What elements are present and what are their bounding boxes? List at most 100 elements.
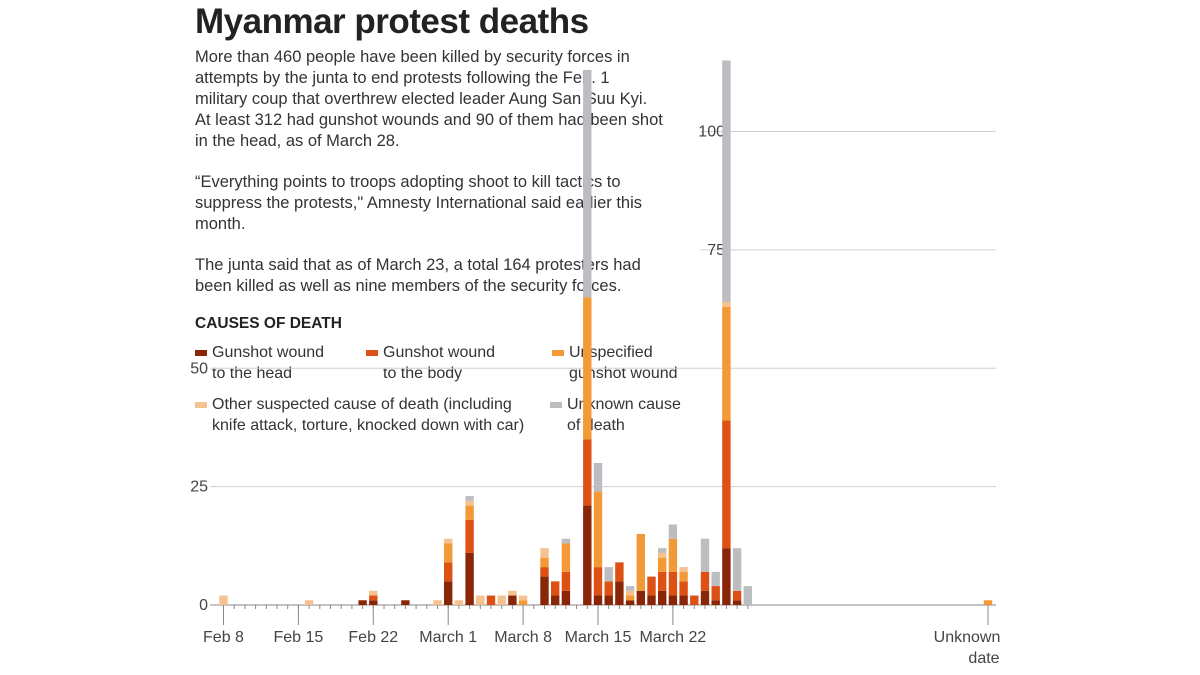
legend-label-line2: to the head — [212, 365, 293, 382]
legend-label-line1: Other suspected cause of death (includin… — [212, 396, 512, 413]
bar-segment — [444, 543, 453, 563]
bar-segment — [465, 505, 474, 520]
bar-segment — [658, 548, 667, 553]
bar-segment — [593, 595, 603, 605]
x-tick-label: March 15 — [565, 629, 632, 646]
bar-segment — [711, 586, 720, 601]
bar-segment — [636, 590, 645, 605]
x-tick-label: Feb 22 — [348, 629, 398, 646]
y-tick-label: 25 — [190, 479, 208, 496]
legend-label-line1: Gunshot wound — [383, 344, 496, 361]
x-tick-label: March 8 — [494, 629, 552, 646]
bar-segment — [401, 600, 410, 605]
bar-segment — [561, 571, 571, 591]
bar-segment — [508, 590, 517, 596]
legend-title: CAUSES OF DEATH — [195, 315, 342, 332]
legend-item-body-wound: Gunshot wound to the body — [366, 342, 536, 386]
bar-segment — [369, 595, 378, 601]
bar-segment — [583, 69, 592, 298]
bar-segment — [732, 600, 742, 605]
bar-segment — [583, 439, 592, 506]
bar-segment — [668, 524, 678, 539]
legend-item-other-cause: Other suspected cause of death (includin… — [195, 394, 545, 438]
bar-segment — [668, 538, 678, 572]
bar-segment — [679, 581, 688, 596]
bar-segment — [518, 600, 528, 605]
bar-segment — [486, 595, 496, 605]
x-tick-label: March 22 — [640, 629, 707, 646]
bar-segment — [679, 571, 688, 582]
bar-segment — [722, 420, 731, 549]
bar-segment — [508, 595, 517, 605]
legend-swatch — [195, 350, 207, 356]
legend-label-line1: Gunshot wound — [212, 344, 325, 361]
bar-segment — [583, 297, 592, 440]
bar-segment — [700, 571, 710, 591]
bar-segment — [732, 590, 742, 601]
bar-segment — [444, 581, 453, 605]
bar-segment — [647, 576, 656, 596]
bar-segment — [476, 595, 485, 605]
bar-segment — [711, 600, 720, 605]
bar-segment — [358, 600, 367, 605]
legend-label-line2: of death — [567, 417, 625, 434]
bar-segment — [561, 538, 571, 544]
legend-swatch — [552, 350, 564, 356]
bar-segment — [551, 595, 560, 605]
bar-segment — [465, 496, 474, 501]
bar-segment — [625, 586, 635, 591]
bar-segment — [690, 595, 699, 605]
bar-segment — [658, 557, 667, 572]
bar-segment — [722, 60, 731, 302]
quote-paragraph: “Everything points to troops adopting sh… — [195, 173, 642, 233]
bar-segment — [219, 595, 228, 605]
bar-segment — [647, 595, 656, 605]
bar-segment — [743, 586, 752, 605]
chart-title: Myanmar protest deaths — [195, 2, 589, 41]
bar-segment — [540, 557, 549, 568]
bar-segment — [561, 543, 571, 572]
x-tick-label: March 1 — [419, 629, 477, 646]
x-tick-label-date: date — [968, 650, 999, 667]
bar-segment — [593, 567, 603, 596]
bar-segment — [636, 533, 645, 591]
bar-segment — [604, 567, 613, 582]
bar-segment — [444, 562, 453, 582]
bar-segment — [625, 590, 635, 596]
bar-segment — [658, 552, 667, 558]
bar-segment — [658, 590, 667, 605]
legend-swatch — [550, 402, 562, 408]
bar-segment — [540, 548, 549, 558]
bar-segment — [625, 600, 635, 605]
bar-segment — [658, 571, 667, 591]
bar-segment — [433, 600, 442, 605]
bar-segment — [625, 595, 635, 601]
bar-segment — [615, 562, 624, 582]
bar-segment — [732, 548, 742, 591]
y-tick-label: 0 — [199, 597, 208, 614]
bar-segment — [497, 595, 506, 605]
y-tick-label: 75 — [707, 242, 725, 259]
x-tick-label: Feb 8 — [203, 629, 244, 646]
intro-paragraph: More than 460 people have been killed by… — [195, 48, 663, 150]
bar-segment — [679, 567, 688, 572]
legend-label-line2: knife attack, torture, knocked down with… — [212, 417, 525, 434]
bar-segment — [722, 301, 731, 307]
bar-segment — [540, 576, 549, 605]
bar-segment — [615, 581, 624, 605]
bar-segment — [604, 581, 613, 596]
bar-segment — [668, 571, 678, 596]
bar-segment — [700, 590, 710, 605]
bar-segment — [304, 600, 314, 605]
bar-segment — [604, 595, 613, 605]
bar-segment — [369, 600, 378, 605]
bar-segment — [711, 571, 720, 587]
bar-segment — [465, 519, 474, 553]
bar-segment — [583, 505, 592, 605]
x-tick-label-unknown: Unknown — [934, 629, 1001, 646]
bar-segment — [722, 306, 731, 421]
bar-segment — [679, 595, 688, 605]
bar-segment — [593, 491, 603, 568]
bar-segment — [444, 538, 453, 544]
